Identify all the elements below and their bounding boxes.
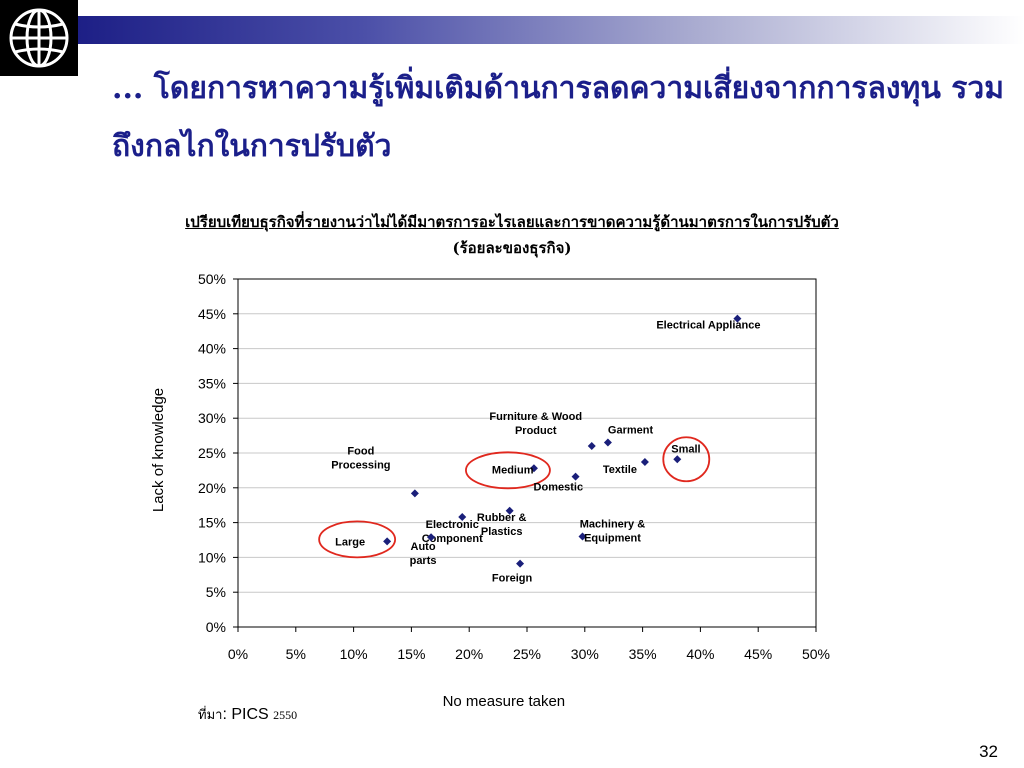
data-point-label: Electrical Appliance [656, 320, 760, 332]
chart-title: เปรียบเทียบธุรกิจที่รายงานว่าไม่ได้มีมาต… [0, 210, 1024, 260]
data-point-label: Electronic [426, 519, 479, 531]
data-point-label: Rubber & [477, 512, 527, 524]
data-point [516, 559, 525, 568]
highlight-ellipse [465, 451, 551, 490]
y-tick-label: 45% [198, 306, 226, 322]
chart-title-line2: (ร้อยละของธุรกิจ) [452, 239, 572, 257]
data-point-label: Food [347, 445, 374, 457]
x-axis-label: No measure taken [443, 693, 566, 710]
world-bank-logo [0, 0, 78, 76]
slide-title: ... โดยการหาความรู้เพิ่มเติมด้านการลดควา… [112, 71, 1005, 164]
y-tick-label: 40% [198, 341, 226, 357]
y-tick-label: 35% [198, 375, 226, 391]
data-point-label: Domestic [534, 482, 584, 494]
y-tick-label: 5% [206, 584, 226, 600]
data-point-label: Machinery & [580, 519, 645, 531]
source-year: 2550 [273, 708, 298, 722]
data-point [578, 532, 587, 541]
y-tick-label: 10% [198, 549, 226, 565]
highlight-ellipse [662, 436, 711, 483]
source-name: : PICS [222, 706, 269, 723]
data-point [673, 455, 682, 464]
x-tick-label: 20% [455, 646, 483, 662]
x-tick-label: 50% [802, 646, 830, 662]
source-prefix: ที่มา [198, 708, 223, 723]
data-point-label: Plastics [481, 526, 523, 538]
data-point-label: Equipment [584, 533, 641, 545]
y-tick-label: 0% [206, 619, 226, 635]
y-tick-label: 50% [198, 271, 226, 287]
data-point-label: Product [515, 425, 557, 437]
y-tick-label: 25% [198, 445, 226, 461]
data-point-label: Foreign [492, 573, 533, 585]
data-point [587, 442, 596, 451]
data-point [640, 458, 649, 467]
y-tick-label: 15% [198, 515, 226, 531]
x-tick-label: 25% [513, 646, 541, 662]
x-tick-label: 5% [286, 646, 306, 662]
data-point-label: Component [422, 533, 483, 545]
data-point-label: Textile [603, 464, 637, 476]
data-point-label: Furniture & Wood [489, 411, 582, 423]
data-point-label: Small [671, 443, 700, 455]
y-tick-label: 20% [198, 480, 226, 496]
data-point [571, 472, 580, 481]
data-point [410, 489, 419, 498]
highlight-ellipse [318, 520, 397, 559]
data-point [427, 533, 436, 542]
data-point-label: Garment [608, 425, 654, 437]
data-point [458, 513, 467, 522]
data-point-label: Large [335, 536, 365, 548]
x-tick-label: 40% [686, 646, 714, 662]
data-point-label: Processing [331, 459, 390, 471]
x-tick-label: 45% [744, 646, 772, 662]
data-point [383, 537, 392, 546]
data-point [505, 506, 514, 515]
data-point [603, 438, 612, 447]
x-tick-label: 15% [397, 646, 425, 662]
x-tick-label: 30% [571, 646, 599, 662]
data-point-label: Auto [411, 541, 436, 553]
source-note: ที่มา: PICS 2550 [198, 704, 297, 725]
header-banner [78, 16, 1024, 44]
x-tick-label: 35% [629, 646, 657, 662]
y-tick-label: 30% [198, 410, 226, 426]
page-number: 32 [979, 742, 998, 761]
data-point [529, 464, 538, 473]
data-point-label: parts [410, 555, 437, 567]
chart-title-line1: เปรียบเทียบธุรกิจที่รายงานว่าไม่ได้มีมาต… [185, 213, 839, 231]
x-tick-label: 0% [228, 646, 248, 662]
data-point-label: Medium [492, 464, 534, 476]
data-point [733, 314, 742, 323]
x-tick-label: 10% [340, 646, 368, 662]
y-axis-label: Lack of knowledge [150, 388, 167, 512]
